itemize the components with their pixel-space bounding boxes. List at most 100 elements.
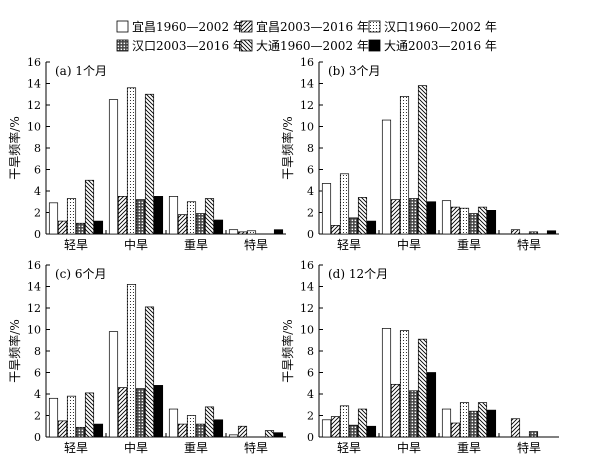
bar	[66, 395, 77, 438]
bar	[48, 202, 59, 235]
y-tick-label: 0	[307, 228, 314, 241]
bar	[486, 210, 497, 235]
y-tick-label: 0	[307, 431, 314, 444]
y-tick-label: 14	[27, 281, 41, 294]
x-tick-label: 特旱	[244, 440, 268, 455]
bar	[528, 231, 539, 235]
bar	[450, 206, 461, 235]
y-tick-label: 6	[34, 367, 41, 380]
y-tick-label: 4	[34, 185, 41, 198]
bar	[273, 432, 284, 438]
bar	[441, 408, 452, 438]
bar	[228, 229, 239, 235]
panel-title: (d) 12个月	[328, 267, 388, 281]
bar	[153, 385, 164, 438]
legend-label: 汉口2003—2016 年	[132, 39, 245, 53]
bar	[399, 330, 410, 438]
bar	[528, 431, 539, 438]
bar	[357, 408, 368, 438]
bar	[153, 196, 164, 235]
bar	[390, 199, 401, 235]
bar	[195, 423, 206, 438]
bar	[408, 198, 419, 235]
bar	[48, 397, 59, 438]
bar	[426, 372, 437, 438]
bar	[57, 420, 68, 438]
y-tick-label: 6	[34, 164, 41, 177]
bar	[330, 416, 341, 438]
bar	[468, 410, 479, 438]
bar	[399, 96, 410, 235]
legend-label: 大通1960—2002 年	[256, 39, 369, 53]
x-tick-label: 轻旱	[64, 441, 88, 455]
bar	[84, 179, 95, 235]
legend-swatch	[116, 20, 129, 33]
x-tick-label: 中旱	[397, 440, 421, 455]
bar	[459, 402, 470, 438]
x-tick-label: 轻旱	[64, 238, 88, 252]
panel-title: (a) 1个月	[55, 64, 107, 78]
y-axis-label: 干旱频率/%	[7, 116, 22, 179]
x-tick-label: 轻旱	[337, 238, 361, 252]
legend-swatch	[368, 20, 381, 33]
x-tick-label: 中旱	[124, 237, 148, 252]
bar	[177, 423, 188, 438]
panel-title: (c) 6个月	[55, 267, 107, 281]
legend-swatch	[116, 39, 129, 52]
y-tick-label: 10	[27, 324, 41, 337]
y-axis-label: 干旱频率/%	[280, 116, 295, 179]
y-tick-label: 10	[300, 121, 314, 134]
y-tick-label: 8	[307, 345, 314, 358]
bar	[144, 306, 155, 438]
legend-label: 汉口1960—2002 年	[384, 20, 497, 34]
y-tick-label: 12	[300, 302, 314, 315]
y-tick-label: 12	[27, 99, 41, 112]
bar	[66, 198, 77, 235]
bar	[93, 220, 104, 235]
bar	[321, 419, 332, 438]
bar	[348, 217, 359, 235]
y-tick-label: 16	[27, 259, 41, 272]
y-tick-label: 6	[307, 367, 314, 380]
y-tick-label: 12	[300, 99, 314, 112]
bar	[84, 392, 95, 438]
bar	[510, 229, 521, 235]
bar	[357, 197, 368, 235]
bar	[144, 93, 155, 235]
bar	[417, 338, 428, 438]
x-tick-label: 重旱	[184, 238, 208, 252]
bar	[135, 388, 146, 438]
x-tick-label: 重旱	[457, 441, 481, 455]
bar	[213, 219, 224, 235]
bar	[117, 387, 128, 438]
bar	[381, 119, 392, 235]
bar	[237, 425, 248, 438]
bar	[246, 230, 257, 235]
bar	[204, 406, 215, 438]
bar	[486, 409, 497, 438]
bar	[339, 173, 350, 235]
bar	[546, 230, 557, 235]
x-tick-label: 特旱	[517, 237, 541, 252]
legend: 宜昌1960—2002 年宜昌2003—2016 年 汉口1960—2002 年汉…	[116, 19, 497, 53]
y-tick-label: 8	[34, 345, 41, 358]
y-tick-label: 16	[27, 56, 41, 69]
x-tick-label: 中旱	[124, 440, 148, 455]
x-tick-label: 中旱	[397, 237, 421, 252]
y-axis-label: 干旱频率/%	[280, 319, 295, 382]
bar	[441, 200, 452, 235]
bar	[177, 214, 188, 235]
y-tick-label: 0	[34, 228, 41, 241]
x-tick-label: 特旱	[244, 237, 268, 252]
legend-swatch	[240, 39, 253, 52]
bar	[228, 434, 239, 438]
bar	[117, 196, 128, 235]
y-tick-label: 8	[307, 142, 314, 155]
bar	[477, 206, 488, 235]
y-tick-label: 16	[300, 259, 314, 272]
